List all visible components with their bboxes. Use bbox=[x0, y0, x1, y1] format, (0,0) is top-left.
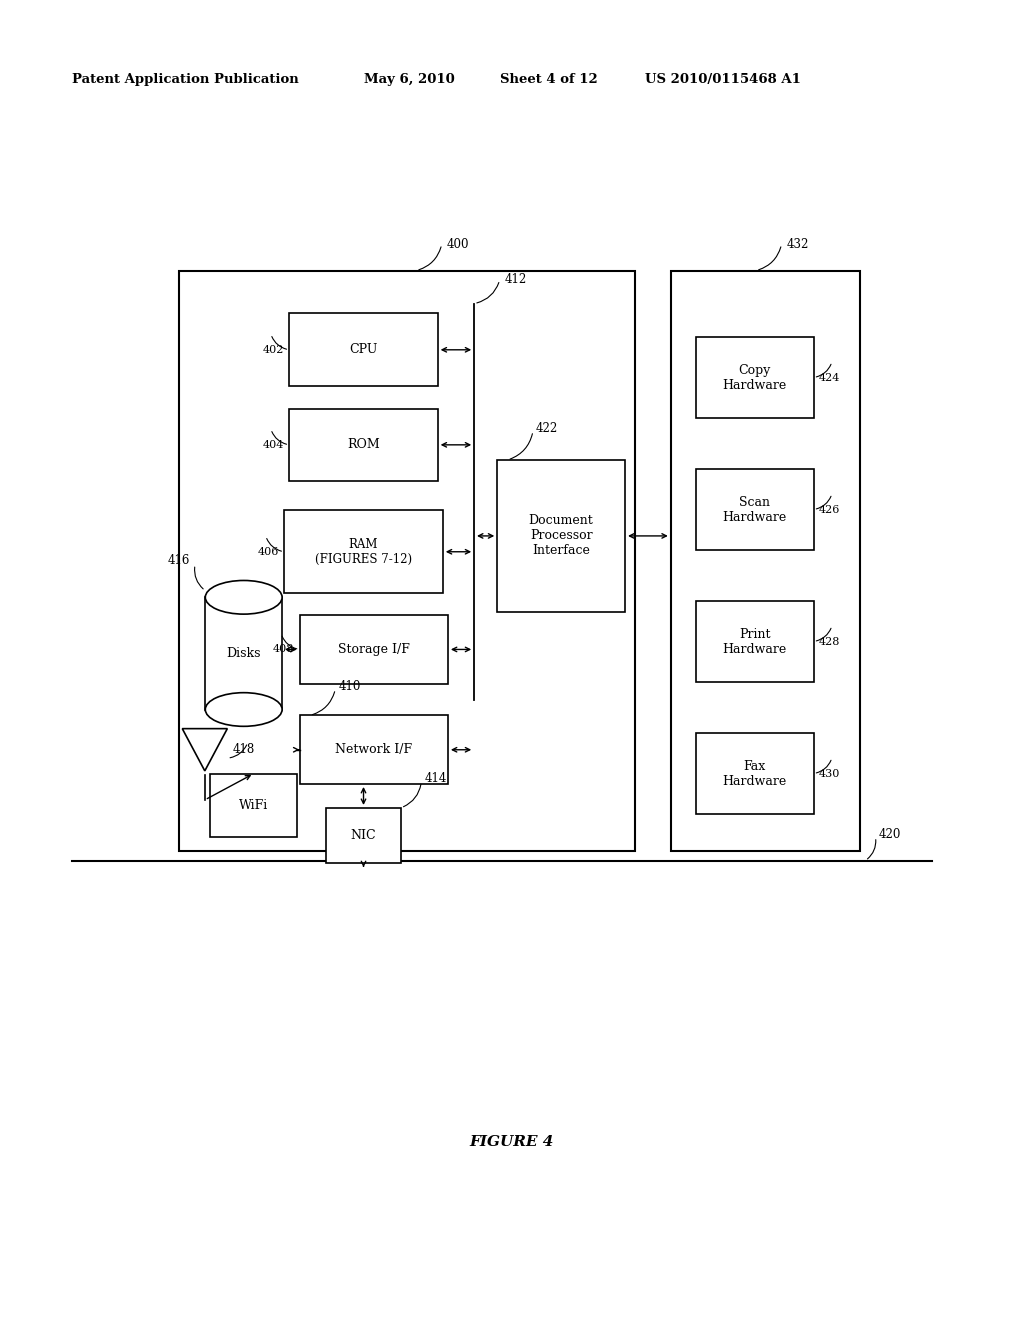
Text: 428: 428 bbox=[819, 636, 840, 647]
Text: 414: 414 bbox=[424, 772, 446, 785]
Text: 424: 424 bbox=[819, 372, 840, 383]
Text: Print
Hardware: Print Hardware bbox=[723, 627, 786, 656]
Bar bbox=[299, 715, 449, 784]
Bar bbox=[207, 693, 280, 710]
Text: RAM
(FIGURES 7-12): RAM (FIGURES 7-12) bbox=[315, 537, 412, 566]
Text: 432: 432 bbox=[786, 238, 809, 251]
Text: 410: 410 bbox=[338, 680, 360, 693]
Text: US 2010/0115468 A1: US 2010/0115468 A1 bbox=[645, 73, 801, 86]
Text: 404: 404 bbox=[263, 440, 284, 450]
Text: Scan
Hardware: Scan Hardware bbox=[723, 495, 786, 524]
Text: 430: 430 bbox=[819, 768, 840, 779]
Bar bbox=[498, 461, 625, 612]
Text: Sheet 4 of 12: Sheet 4 of 12 bbox=[500, 73, 597, 86]
Text: FIGURE 4: FIGURE 4 bbox=[470, 1135, 554, 1148]
Text: 426: 426 bbox=[819, 504, 840, 515]
Text: 420: 420 bbox=[879, 828, 901, 841]
Bar bbox=[211, 774, 297, 837]
Bar bbox=[289, 408, 438, 480]
Text: May 6, 2010: May 6, 2010 bbox=[364, 73, 455, 86]
Text: 406: 406 bbox=[258, 546, 279, 557]
Text: Disks: Disks bbox=[226, 647, 261, 660]
Bar bbox=[696, 733, 813, 814]
Text: 418: 418 bbox=[232, 743, 255, 756]
Text: WiFi: WiFi bbox=[240, 799, 268, 812]
Text: ROM: ROM bbox=[347, 438, 380, 451]
Ellipse shape bbox=[205, 581, 282, 614]
Text: Copy
Hardware: Copy Hardware bbox=[723, 363, 786, 392]
Text: CPU: CPU bbox=[349, 343, 378, 356]
Bar bbox=[205, 597, 282, 710]
Bar bbox=[696, 601, 813, 682]
Bar bbox=[696, 337, 813, 418]
Text: 402: 402 bbox=[263, 345, 284, 355]
Bar bbox=[671, 271, 860, 851]
Bar bbox=[179, 271, 635, 851]
Text: 412: 412 bbox=[505, 273, 527, 286]
Text: 400: 400 bbox=[446, 238, 469, 251]
Text: Storage I/F: Storage I/F bbox=[338, 643, 410, 656]
Text: NIC: NIC bbox=[350, 829, 377, 842]
Text: Document
Processor
Interface: Document Processor Interface bbox=[528, 515, 594, 557]
Text: Fax
Hardware: Fax Hardware bbox=[723, 759, 786, 788]
Bar bbox=[284, 511, 442, 594]
Text: 416: 416 bbox=[168, 554, 190, 566]
Bar bbox=[326, 808, 401, 863]
Text: 408: 408 bbox=[273, 644, 295, 655]
Text: 422: 422 bbox=[537, 422, 558, 434]
Text: Patent Application Publication: Patent Application Publication bbox=[72, 73, 298, 86]
Bar bbox=[289, 314, 438, 385]
Bar bbox=[299, 615, 449, 684]
Text: Network I/F: Network I/F bbox=[335, 743, 413, 756]
Bar bbox=[696, 469, 813, 550]
Ellipse shape bbox=[205, 693, 282, 726]
